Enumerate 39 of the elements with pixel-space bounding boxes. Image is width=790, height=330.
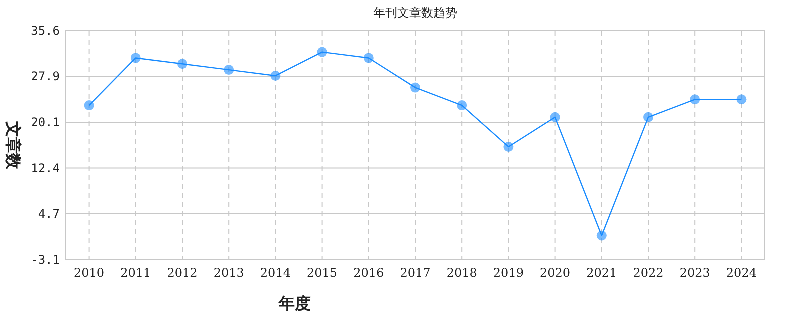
x-tick-label: 2023 xyxy=(680,266,710,280)
x-tick-label: 2021 xyxy=(586,266,618,280)
point xyxy=(736,94,747,105)
point xyxy=(596,230,607,241)
chart-title: 年刊文章数趋势 xyxy=(374,6,458,20)
y-tick-label: 35.6 xyxy=(31,24,60,38)
y-axis-title: 文章数 xyxy=(4,120,23,170)
x-tick-label: 2014 xyxy=(260,266,292,280)
y-tick-label: 20.1 xyxy=(31,116,60,130)
point xyxy=(178,59,188,70)
x-tick-label: 2022 xyxy=(633,266,664,280)
point xyxy=(317,47,328,58)
x-tick-label: 2017 xyxy=(400,266,431,280)
point xyxy=(690,94,700,105)
x-tick-label: 2019 xyxy=(493,266,524,280)
x-tick-label: 2012 xyxy=(167,266,198,280)
point xyxy=(410,82,420,93)
x-tick-label: 2020 xyxy=(540,266,571,280)
point xyxy=(504,142,514,152)
x-tick-label: 2010 xyxy=(74,266,105,280)
y-tick-label: -3.1 xyxy=(31,253,60,267)
point xyxy=(84,100,94,111)
point xyxy=(364,53,374,64)
point xyxy=(224,65,234,76)
point xyxy=(130,53,141,64)
x-axis-title: 年度 xyxy=(278,294,311,313)
point xyxy=(644,112,654,122)
y-tick-label: 12.4 xyxy=(31,161,60,176)
point xyxy=(270,70,281,81)
point xyxy=(550,112,560,122)
x-tick-label: 2018 xyxy=(446,266,478,280)
y-tick-label: 4.7 xyxy=(38,206,60,221)
x-tick-label: 2016 xyxy=(354,266,384,280)
x-tick-label: 2015 xyxy=(307,266,338,280)
x-tick-label: 2011 xyxy=(120,266,152,280)
y-tick-label: 27.9 xyxy=(31,70,60,84)
x-tick-label: 2013 xyxy=(214,266,244,280)
point xyxy=(457,100,468,111)
x-tick-label: 2024 xyxy=(726,266,758,280)
